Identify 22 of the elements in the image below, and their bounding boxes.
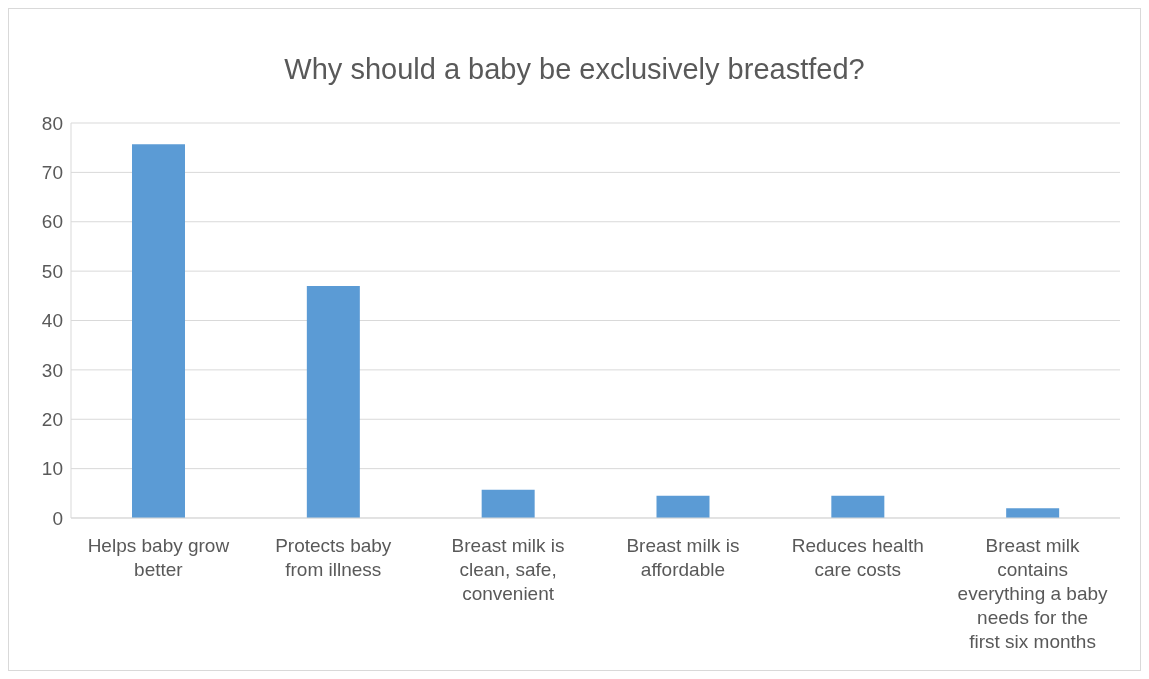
x-tick-label: Breast milk is clean, safe, convenient: [451, 535, 565, 604]
x-tick-label: Helps baby grow better: [87, 535, 230, 580]
x-tick-label: Reduces health care costs: [791, 535, 924, 580]
y-tick-label: 40: [41, 310, 63, 332]
y-tick-label: 50: [41, 260, 63, 282]
bar: [1006, 508, 1060, 518]
x-tick-label: Breast milk contains everything a baby needs for the first six months: [957, 535, 1109, 652]
y-tick-label: 10: [41, 458, 63, 480]
bar: [656, 495, 710, 518]
y-tick-label: 30: [41, 359, 63, 381]
y-tick-label: 20: [41, 408, 63, 430]
y-tick-label: 70: [41, 162, 63, 184]
bar: [132, 144, 185, 518]
x-tick-label: Protects baby from illness: [275, 535, 392, 580]
chart-title: Why should a baby be exclusively breastfed?: [283, 52, 866, 87]
bar: [831, 495, 885, 518]
y-tick-label: 80: [41, 112, 63, 134]
x-tick-label: Breast milk is affordable: [626, 535, 740, 580]
bar: [481, 489, 535, 518]
y-tick-label: 60: [41, 211, 63, 233]
bar: [306, 285, 360, 518]
y-tick-label: 0: [52, 507, 63, 529]
